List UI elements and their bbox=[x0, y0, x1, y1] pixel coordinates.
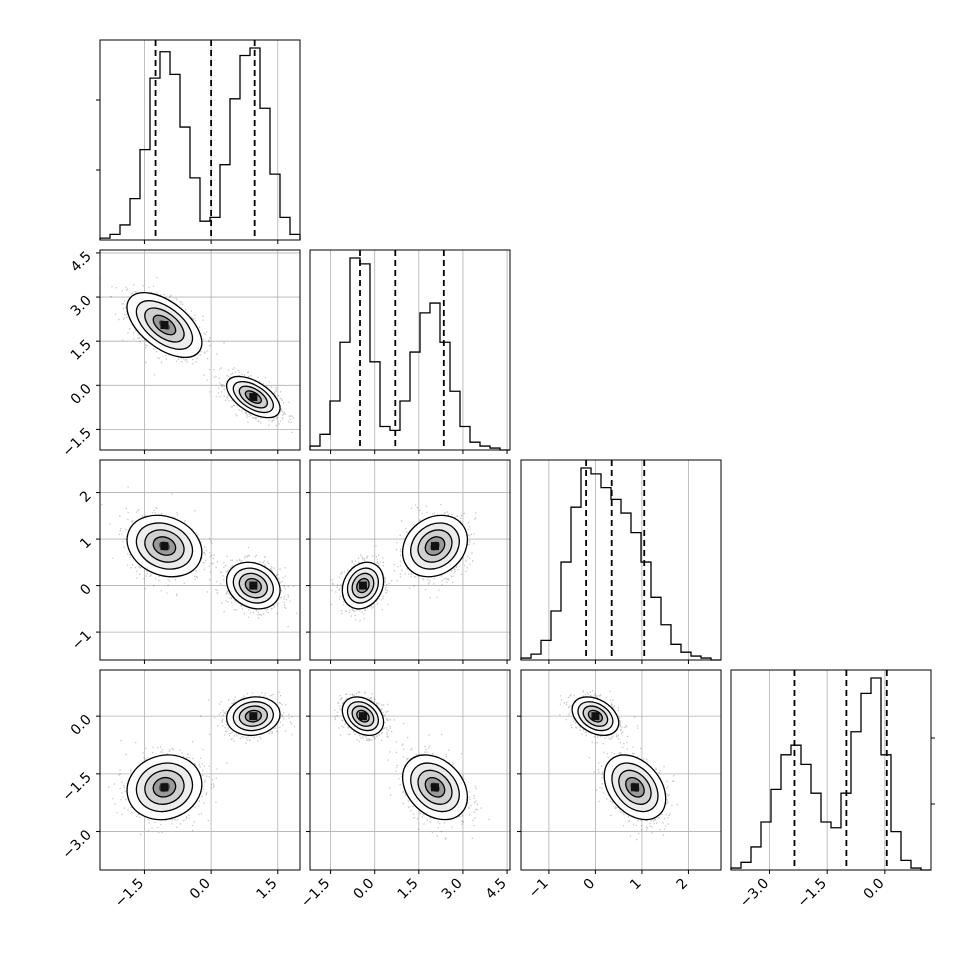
panel-frame bbox=[309, 459, 511, 661]
panel-frame bbox=[309, 249, 511, 451]
panel-grid bbox=[769, 670, 886, 870]
y-tick-label: −1 bbox=[69, 628, 95, 654]
y-tick-label: 1.5 bbox=[68, 337, 95, 364]
x-tick-label: 1 bbox=[627, 876, 645, 894]
x-tick-label: −3.0 bbox=[737, 876, 772, 911]
density-peak-mode-1 bbox=[591, 712, 600, 721]
x-tick-label: −1 bbox=[526, 876, 552, 902]
y-tick-label: 2 bbox=[77, 488, 95, 506]
density-peak-mode-1 bbox=[358, 712, 367, 721]
histogram-2 bbox=[520, 467, 721, 661]
panel-frame bbox=[99, 39, 301, 241]
density-peak-mode-0 bbox=[160, 321, 169, 329]
density-peak-mode-0 bbox=[160, 783, 169, 792]
x-tick-label: 4.5 bbox=[483, 876, 510, 903]
panel-frame bbox=[99, 249, 301, 451]
y-tick-label: 0.0 bbox=[68, 381, 95, 408]
x-tick-label: 3.0 bbox=[439, 876, 466, 903]
density-peak-mode-0 bbox=[431, 783, 439, 792]
scatter-group bbox=[334, 691, 490, 840]
panel-frame bbox=[309, 669, 511, 871]
density-peak-mode-1 bbox=[249, 581, 258, 590]
y-tick-label: −3.0 bbox=[59, 827, 94, 862]
x-tick-label: −1.5 bbox=[112, 876, 147, 911]
density-peak-mode-1 bbox=[249, 393, 258, 402]
density-peak-mode-0 bbox=[431, 542, 439, 551]
panel-frame bbox=[520, 459, 722, 661]
scatter-group bbox=[330, 503, 477, 622]
x-tick-label: 1.5 bbox=[395, 876, 422, 903]
y-tick-label: −1.5 bbox=[59, 425, 94, 460]
x-tick-label: 1.5 bbox=[254, 876, 281, 903]
panel-frame bbox=[520, 669, 722, 871]
density-peak-mode-1 bbox=[249, 712, 258, 721]
scatter-group bbox=[108, 691, 296, 836]
x-tick-label: −1.5 bbox=[795, 876, 830, 911]
y-tick-label: 3.0 bbox=[68, 293, 95, 320]
histogram-3 bbox=[730, 677, 931, 871]
x-tick-label: 0.0 bbox=[861, 876, 888, 903]
y-tick-label: −1.5 bbox=[59, 769, 94, 804]
y-tick-label: 4.5 bbox=[68, 248, 95, 275]
scatter-group bbox=[559, 689, 679, 841]
panel-frame bbox=[730, 669, 932, 871]
y-tick-label: 0 bbox=[77, 581, 95, 599]
y-tick-label: 0.0 bbox=[68, 712, 95, 739]
x-tick-label: 2 bbox=[674, 876, 692, 894]
y-tick-label: 1 bbox=[77, 535, 95, 553]
histogram-1 bbox=[309, 257, 510, 451]
panel-grid bbox=[330, 250, 508, 450]
scatter-group bbox=[100, 276, 295, 433]
histogram-0 bbox=[99, 47, 301, 240]
panel-grid bbox=[548, 460, 689, 660]
density-peak-mode-0 bbox=[160, 542, 169, 551]
scatter-group bbox=[101, 486, 298, 628]
panel-frame bbox=[99, 669, 301, 871]
density-peak-mode-0 bbox=[630, 783, 639, 792]
density-peak-mode-1 bbox=[358, 581, 367, 590]
x-tick-label: −1.5 bbox=[298, 876, 333, 911]
x-tick-label: 0.0 bbox=[350, 876, 377, 903]
x-tick-label: 0.0 bbox=[187, 876, 214, 903]
panel-frame bbox=[99, 459, 301, 661]
x-tick-label: 0 bbox=[581, 876, 599, 894]
